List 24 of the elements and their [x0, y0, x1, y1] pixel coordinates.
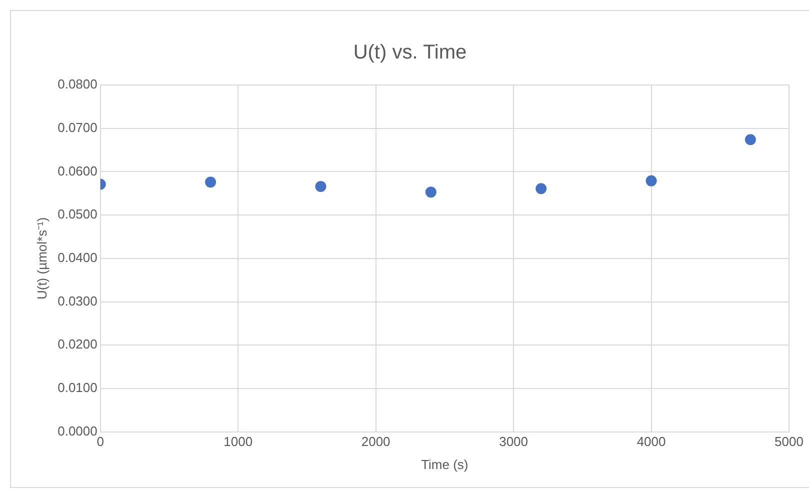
x-axis-title: Time (s) [421, 456, 468, 472]
y-axis-title: U(t) (µmol*s⁻¹) [34, 217, 50, 300]
x-tick-label: 1000 [224, 434, 253, 450]
x-tick-label: 5000 [774, 434, 804, 450]
y-tick-label: 0.0600 [58, 163, 98, 178]
y-tick-label: 0.0100 [58, 380, 98, 396]
chart-title: U(t) vs. Time [353, 42, 467, 64]
x-tick-label: 2000 [361, 434, 390, 450]
y-tick-label: 0.0400 [58, 250, 98, 265]
y-tick-label: 0.0000 [58, 423, 98, 438]
y-tick-label: 0.0200 [58, 336, 98, 352]
x-tick-label: 0 [96, 434, 104, 450]
point [744, 134, 756, 146]
point [205, 176, 216, 188]
x-tick-label: 4000 [636, 434, 666, 450]
x-tick-label: 3000 [499, 434, 528, 450]
point [536, 183, 547, 194]
point [425, 186, 436, 198]
y-tick-label: 0.0500 [58, 206, 98, 222]
y-tick-label: 0.0300 [58, 293, 98, 308]
y-tick-label: 0.0800 [58, 76, 98, 92]
point [315, 180, 326, 192]
point [646, 175, 657, 186]
y-tick-label: 0.0700 [58, 120, 98, 135]
